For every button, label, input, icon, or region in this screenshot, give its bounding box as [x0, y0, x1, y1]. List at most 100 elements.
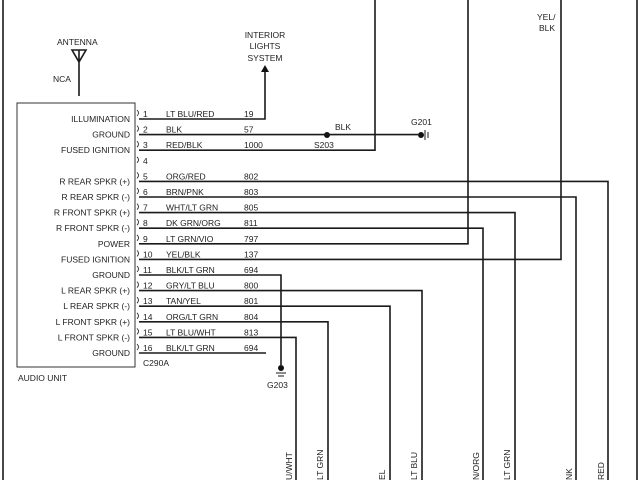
interior-lights-line3: SYSTEM — [248, 53, 283, 63]
wire-color-label: ORG/LT GRN — [166, 312, 218, 322]
wire-color-label: LT BLU/WHT — [166, 327, 216, 337]
bottom-wire-label: LT BLU — [409, 452, 419, 480]
antenna-icon — [70, 49, 88, 96]
connector-terminal — [136, 281, 139, 288]
connector-terminal — [136, 218, 139, 226]
wire-color-label: BRN/PNK — [166, 187, 204, 197]
pin-function-label: FUSED IGNITION — [61, 145, 130, 155]
pin-number: 8 — [143, 218, 148, 228]
pin-function-label: R REAR SPKR (+) — [59, 176, 130, 186]
ground-icon — [424, 130, 429, 140]
interior-lights-line1: INTERIOR — [245, 30, 286, 40]
wire-pin-8 — [139, 227, 484, 480]
pin-number: 10 — [143, 249, 153, 259]
wire-color-label: TAN/YEL — [166, 296, 201, 306]
arrow-up-icon — [261, 65, 269, 72]
circuit-number: 19 — [244, 109, 254, 119]
yel-blk-label-1: YEL/ — [537, 12, 556, 22]
connector-terminal — [136, 172, 139, 179]
pin-number: 13 — [143, 296, 153, 306]
splice-label: S203 — [314, 140, 334, 150]
circuit-number: 797 — [244, 234, 258, 244]
wire-color-label: RED/BLK — [166, 140, 203, 150]
connector-terminal — [136, 250, 139, 257]
wire-pin-1 — [139, 72, 266, 120]
pin-function-label: L FRONT SPKR (+) — [56, 317, 131, 327]
wire-pin-13 — [139, 305, 391, 480]
ground-g201-dot — [418, 132, 424, 138]
wire-pin-6 — [139, 196, 577, 480]
wire-pin-12 — [139, 289, 423, 480]
pin-function-label: POWER — [98, 239, 130, 249]
circuit-number: 811 — [244, 218, 258, 228]
ground-g203-label: G203 — [267, 380, 288, 390]
connector-terminal — [136, 140, 139, 148]
bottom-wire-label: NK — [564, 468, 574, 480]
pin-number: 14 — [143, 312, 153, 322]
bottom-wire-label: U/WHT — [284, 452, 294, 480]
circuit-number: 802 — [244, 171, 258, 181]
circuit-number: 804 — [244, 312, 258, 322]
bottom-wire-label: N/ORG — [471, 452, 481, 480]
wire-color-label: LT BLU/RED — [166, 109, 214, 119]
connector-terminal — [136, 187, 139, 195]
pin-number: 1 — [143, 109, 148, 119]
nca-label: NCA — [53, 74, 71, 84]
pin-number: 16 — [143, 343, 153, 353]
connector-terminal — [136, 265, 139, 273]
connector-terminal — [136, 312, 139, 320]
pin-number: 7 — [143, 203, 148, 213]
ground-g203-dot — [278, 365, 284, 371]
pin-function-label: R REAR SPKR (-) — [62, 192, 131, 202]
antenna-label: ANTENNA — [57, 37, 98, 47]
pin-function-label: L REAR SPKR (-) — [63, 301, 130, 311]
circuit-number: 694 — [244, 343, 258, 353]
ground-g201-label: G201 — [411, 117, 432, 127]
pin-function-label: R FRONT SPKR (-) — [56, 223, 130, 233]
pin-number: 5 — [143, 171, 148, 181]
connector-terminal — [136, 328, 139, 335]
wire-color-label: BLK/LT GRN — [166, 343, 215, 353]
wire-color-label: ORG/RED — [166, 171, 206, 181]
circuit-number: 137 — [244, 249, 258, 259]
audio-unit-box — [16, 102, 136, 368]
pin-function-label: L FRONT SPKR (-) — [58, 332, 130, 342]
connector-label: C290A — [143, 358, 169, 368]
pin-function-label: GROUND — [92, 348, 130, 358]
connector-terminal — [136, 203, 139, 210]
circuit-number: 805 — [244, 203, 258, 213]
bottom-wire-label: LT GRN — [315, 450, 325, 480]
bottom-wire-label: RED — [596, 462, 606, 480]
pin-number: 9 — [143, 234, 148, 244]
wire-color-label: DK GRN/ORG — [166, 218, 221, 228]
pin-number: 12 — [143, 281, 153, 291]
wire-color-label: BLK — [166, 125, 182, 135]
wire-pin-9 — [139, 0, 469, 245]
connector-terminal — [136, 125, 139, 132]
pin-function-label: ILLUMINATION — [71, 114, 130, 124]
circuit-number: 801 — [244, 296, 258, 306]
wire-pin-10 — [139, 0, 562, 261]
circuit-number: 813 — [244, 327, 258, 337]
circuit-number: 694 — [244, 265, 258, 275]
pin-number: 11 — [143, 265, 152, 275]
wire-color-label: WHT/LT GRN — [166, 203, 218, 213]
pin-number: 6 — [143, 187, 148, 197]
splice-wire-label: BLK — [335, 122, 351, 132]
pin-number: 3 — [143, 140, 148, 150]
wire-color-label: BLK/LT GRN — [166, 265, 215, 275]
pin-function-label: GROUND — [92, 270, 130, 280]
pin-function-label: L REAR SPKR (+) — [61, 286, 130, 296]
wire-color-label: YEL/BLK — [166, 249, 201, 259]
connector-terminal — [136, 234, 139, 242]
connector-terminal — [136, 156, 139, 164]
wire-pin-11 — [139, 274, 282, 365]
pin-function-label: FUSED IGNITION — [61, 254, 130, 264]
wire-pin-7 — [139, 211, 516, 480]
audio-unit-label: AUDIO UNIT — [18, 373, 67, 383]
wire-pin-15 — [139, 336, 297, 480]
yel-blk-label-2: BLK — [539, 23, 555, 33]
pin-number: 2 — [143, 125, 148, 135]
connector-terminal — [136, 343, 139, 351]
